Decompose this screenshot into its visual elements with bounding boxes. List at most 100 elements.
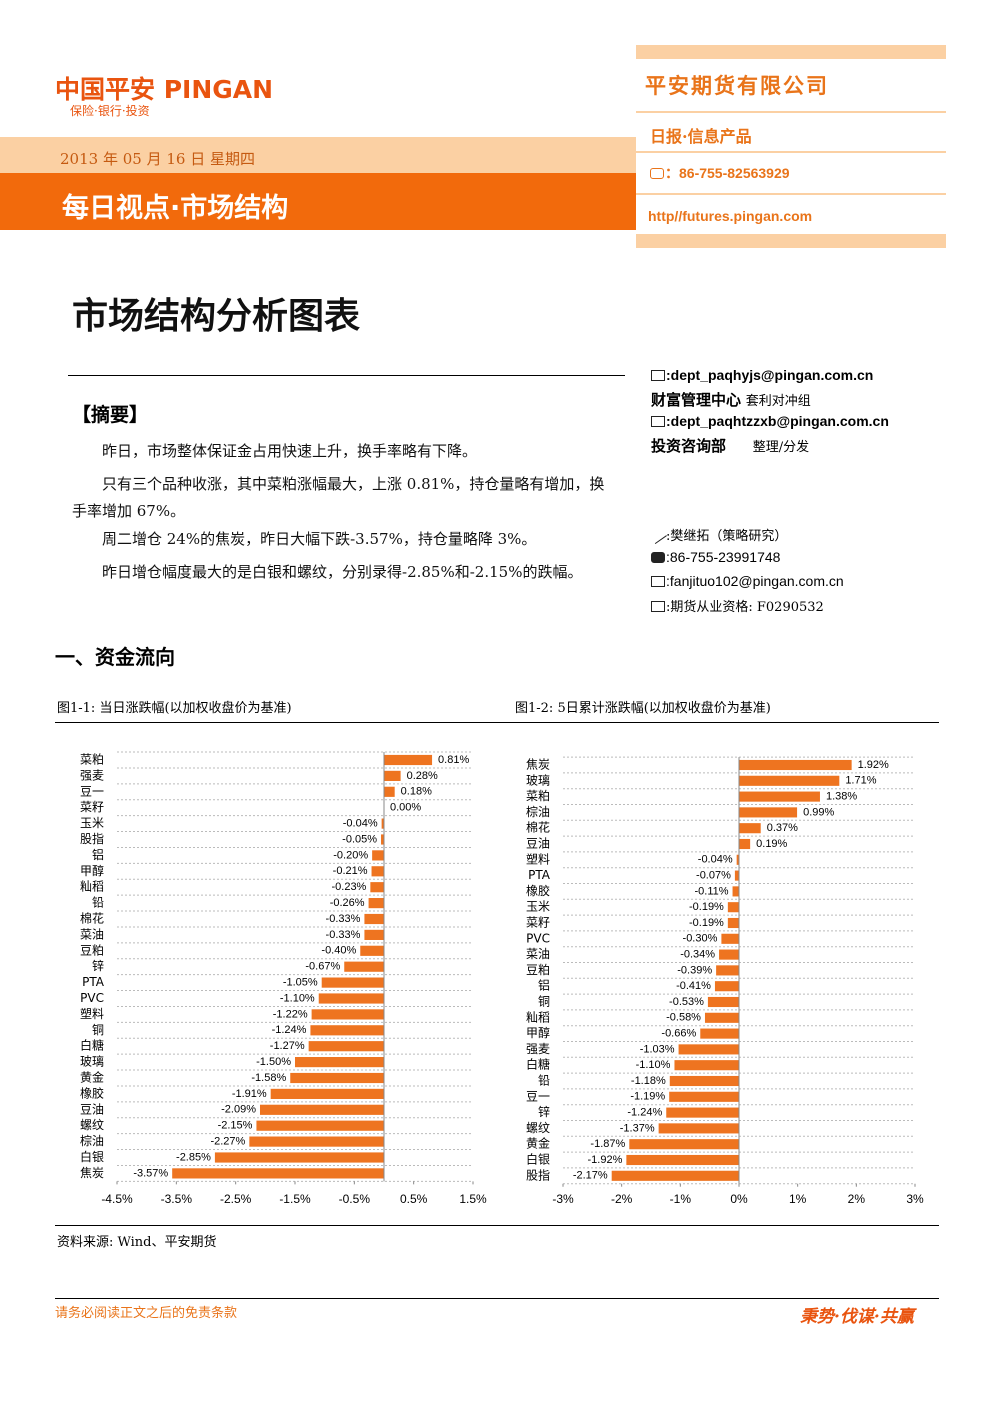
category-label: 强麦 [80,768,104,782]
value-label: -2.85% [176,1151,211,1163]
value-label: -0.20% [333,849,368,861]
value-label: -1.05% [283,977,318,989]
category-label: 白糖 [80,1038,104,1053]
title-rule [68,375,625,376]
bar [372,850,384,861]
analyst-email-text: :fanjituo102@pingan.com.cn [666,573,844,589]
bar [719,949,739,960]
category-label: 强麦 [526,1042,550,1056]
value-label: -0.58% [666,1012,701,1024]
info-box [636,45,946,248]
category-label: 螺纹 [526,1121,550,1135]
value-label: 1.71% [845,775,876,787]
value-label: -0.07% [696,870,731,882]
category-label: 棉花 [526,820,550,835]
logo: 中国平安 PINGAN [55,75,274,104]
bar [716,965,739,976]
x-tick-label: -1.5% [279,1192,311,1206]
bar [714,981,739,992]
bar [707,996,739,1008]
bar [678,1044,739,1055]
analyst-text: :樊继拓（策略研究） [666,529,788,544]
info-rule [636,111,946,113]
bar [626,1154,739,1166]
bar [364,929,384,940]
phone: ：86-755-82563929 [650,163,790,183]
mail-icon [651,576,665,587]
source: 资料来源: Wind、平安期货 [57,1235,217,1250]
category-label: 锌 [92,959,104,973]
category-label: 黄金 [80,1070,104,1085]
bar [371,866,384,877]
value-label: -0.30% [683,933,718,945]
value-label: -0.11% [694,885,728,897]
category-label: 铝 [538,978,550,993]
value-label: -0.67% [305,961,340,973]
category-label: 焦炭 [80,1166,104,1180]
category-label: 塑料 [80,1006,104,1021]
value-label: -1.37% [620,1122,655,1134]
value-label: -2.09% [221,1104,256,1116]
value-label: -1.92% [588,1154,623,1166]
x-tick-label: -0.5% [339,1192,371,1206]
company: 平安期货有限公司 [645,73,829,98]
bar [666,1107,739,1118]
value-label: -0.21% [333,865,368,877]
bar [318,993,384,1004]
product: 日报·信息产品 [650,127,752,146]
value-label: -1.22% [273,1008,308,1020]
bar [611,1170,739,1181]
bar [669,1091,739,1102]
value-label: -2.27% [210,1136,245,1148]
bar [739,791,820,802]
bar [364,913,384,925]
dept-name: 投资咨询部 [651,437,727,455]
bar [658,1123,739,1134]
value-label: -0.34% [680,949,715,961]
bar [370,882,384,893]
value-label: -0.04% [343,818,378,830]
category-label: 甲醇 [80,863,104,878]
bar [739,759,852,771]
category-label: 豆一 [80,784,104,798]
bar [736,854,739,865]
email-text: :dept_paqhtzzxb@pingan.com.cn [666,413,889,429]
bar [381,818,384,829]
bar [669,1075,739,1087]
analyst-email: :fanjituo102@pingan.com.cn [651,573,844,589]
bar [732,886,739,897]
dept: 财富管理中心 套利对冲组 [651,389,811,410]
email: :dept_paqhtzzxb@pingan.com.cn [651,413,889,429]
value-label: -0.33% [326,913,361,925]
x-tick-label: 3% [906,1192,924,1206]
value-label: -1.03% [640,1043,675,1055]
bar [311,1009,384,1020]
value-label: -1.91% [232,1088,267,1100]
category-label: 橡胶 [526,883,550,898]
x-tick-label: 0% [730,1192,748,1206]
category-label: PTA [528,868,551,882]
bar [739,838,751,850]
category-label: PVC [80,991,104,1005]
bar [674,1060,739,1071]
bar [700,1028,739,1039]
bar [214,1152,384,1163]
info-rule [636,151,946,153]
category-label: 籼稻 [526,1010,550,1024]
value-label: 0.19% [756,838,787,850]
value-label: -1.19% [630,1091,665,1103]
summary-heading: 【摘要】 [72,404,149,426]
footer-rule [55,1298,939,1299]
category-label: 铅 [538,1074,550,1088]
figure-caption: 图1-2: 5日累计涨跌幅(以加权收盘价为基准) [515,701,771,716]
x-tick-label: 0.5% [400,1192,428,1206]
bar [172,1168,384,1179]
bar [360,945,384,956]
figure-rule [55,722,939,723]
x-tick-label: -2% [611,1192,633,1206]
bar [721,933,739,944]
category-label: 铅 [92,896,104,910]
bar [290,1072,384,1084]
value-label: -0.05% [342,833,377,845]
category-label: 棉花 [80,911,104,926]
